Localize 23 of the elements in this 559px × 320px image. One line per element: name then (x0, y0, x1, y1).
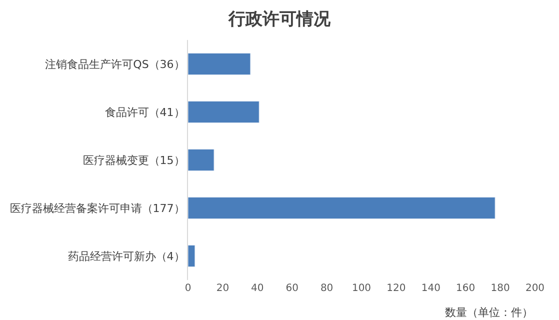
y-tick-label: 药品经营许可新办（4） (68, 250, 185, 263)
bar (188, 196, 496, 220)
x-tick-label: 140 (421, 283, 440, 294)
x-tick-label: 160 (456, 283, 476, 294)
bar (188, 148, 214, 172)
bar (188, 100, 260, 124)
x-tick-label: 60 (286, 283, 298, 294)
x-tick-label: 80 (320, 283, 334, 294)
y-tick-label: 医疗器械变更（15） (82, 154, 185, 167)
x-tick-label: 40 (251, 283, 264, 294)
x-tick-label: 100 (352, 283, 372, 294)
y-tick-label: 医疗器械经营备案许可申请（177） (10, 202, 185, 215)
chart-title: 行政许可情况 (228, 10, 332, 30)
x-tick-label: 20 (216, 283, 230, 294)
y-tick-label: 注销食品生产许可QS（36） (45, 58, 185, 71)
bar (188, 244, 196, 268)
x-tick-label: 0 (184, 283, 192, 294)
x-tick-label: 180 (490, 283, 510, 294)
bar (188, 52, 251, 76)
x-tick-label: 120 (386, 283, 406, 294)
x-axis-title: 数量（单位：件） (445, 306, 533, 319)
y-tick-label: 食品许可（41） (104, 106, 185, 119)
x-tick-label: 200 (525, 283, 545, 294)
